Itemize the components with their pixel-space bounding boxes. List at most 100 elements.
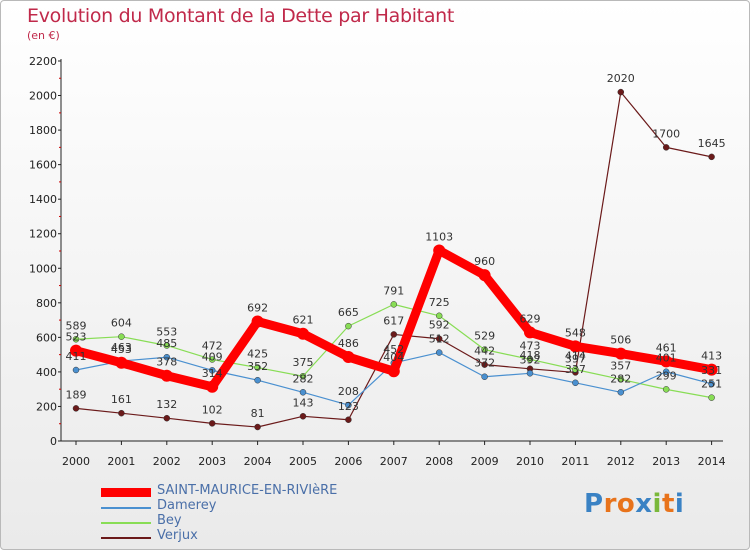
- legend-swatch: [101, 537, 151, 539]
- data-point: [390, 301, 398, 308]
- data-label: 404: [383, 351, 404, 364]
- data-point: [614, 347, 627, 360]
- data-point: [708, 380, 715, 388]
- data-label: 725: [429, 296, 450, 309]
- data-label: 189: [66, 388, 87, 401]
- data-point: [435, 349, 443, 356]
- data-label: 473: [520, 339, 541, 352]
- data-label: 692: [247, 301, 268, 314]
- y-tick-label: 1600: [29, 159, 57, 172]
- data-label: 485: [156, 337, 177, 350]
- data-point: [435, 335, 443, 342]
- data-point: [299, 413, 307, 420]
- y-tick-label: 1000: [29, 262, 57, 275]
- data-label: 375: [293, 356, 314, 369]
- data-point: [254, 423, 261, 431]
- y-tick-label: 1800: [29, 124, 57, 137]
- legend-label: Damerey: [157, 498, 217, 513]
- x-tick-label: 2003: [198, 455, 226, 468]
- y-tick-label: 2200: [29, 55, 57, 68]
- data-label: 123: [338, 400, 359, 413]
- y-tick-label: 2000: [29, 90, 57, 103]
- data-point: [254, 376, 261, 384]
- data-labels-layer: 189 161 132 102 81 143 123 617 592 442 418 397 2020 1…: [66, 72, 726, 420]
- x-tick-label: 2013: [652, 455, 680, 468]
- data-label: 314: [202, 367, 223, 380]
- y-tick-label: 600: [36, 331, 57, 344]
- data-label: 425: [247, 348, 268, 361]
- data-label: 397: [565, 352, 586, 365]
- data-label: 665: [338, 306, 359, 319]
- data-point: [115, 356, 128, 369]
- x-tick-label: 2006: [334, 455, 362, 468]
- data-label: 401: [656, 352, 677, 365]
- data-point: [254, 364, 261, 371]
- data-label: 791: [383, 284, 404, 297]
- series-3: [72, 88, 715, 431]
- y-tick-label: 800: [36, 297, 57, 310]
- data-point: [208, 367, 216, 374]
- x-tick-label: 2008: [425, 455, 453, 468]
- data-label: 282: [293, 372, 314, 385]
- data-label: 592: [429, 319, 450, 332]
- data-point: [299, 372, 307, 380]
- x-tick-label: 2004: [244, 455, 272, 468]
- data-point: [345, 322, 352, 330]
- data-point: [660, 355, 673, 368]
- logo-letter: i: [652, 489, 662, 519]
- y-tick-label: 200: [36, 400, 57, 413]
- x-tick-label: 2005: [289, 455, 317, 468]
- data-label: 1645: [698, 137, 726, 150]
- data-point: [526, 356, 534, 363]
- data-point: [617, 88, 625, 96]
- data-point: [297, 327, 309, 340]
- data-label: 411: [66, 350, 87, 363]
- y-tick-label: 1200: [29, 228, 57, 241]
- data-label: 357: [610, 359, 631, 372]
- logo-letter: x: [635, 489, 653, 519]
- data-label: 1700: [652, 127, 680, 140]
- data-label: 617: [383, 314, 404, 327]
- data-point: [163, 342, 171, 349]
- data-point: [433, 244, 446, 257]
- data-label: 414: [565, 349, 586, 362]
- axes: 0 200 400 600 800 1000 1200 1400 1600 1800 2000 220…: [29, 55, 726, 468]
- data-point: [345, 416, 352, 424]
- data-point: [708, 394, 715, 401]
- legend-swatch: [101, 522, 151, 524]
- data-point: [572, 379, 579, 387]
- data-label: 548: [565, 326, 586, 339]
- legend-label: Bey: [157, 513, 182, 528]
- data-label: 282: [610, 372, 631, 385]
- data-point: [160, 369, 173, 382]
- data-label: 523: [66, 331, 87, 344]
- data-label: 208: [338, 385, 359, 398]
- data-point: [390, 331, 398, 338]
- legend-swatch: [101, 488, 151, 497]
- data-point: [481, 361, 488, 368]
- logo-letter: t: [661, 489, 675, 519]
- data-label: 299: [656, 369, 677, 382]
- data-label: 372: [474, 357, 495, 370]
- logo-letter: r: [603, 489, 617, 519]
- y-tick-label: 0: [50, 435, 57, 448]
- series-2: [72, 301, 715, 401]
- data-label: 413: [701, 350, 722, 363]
- data-label: 472: [202, 339, 223, 352]
- proxiti-logo: Proxiti: [584, 489, 684, 519]
- data-point: [163, 414, 171, 422]
- logo-letter: i: [674, 489, 685, 519]
- series-layer: [70, 88, 718, 431]
- data-label: 102: [202, 403, 223, 416]
- data-point: [662, 386, 670, 393]
- data-point: [435, 312, 443, 320]
- legend-label: SAINT-MAURICE-EN-RIVIèRE: [157, 483, 338, 498]
- data-point: [208, 356, 216, 363]
- data-label: 392: [520, 353, 541, 366]
- data-label: 81: [251, 407, 265, 420]
- data-label: 506: [610, 334, 631, 347]
- data-point: [387, 365, 400, 378]
- data-label: 331: [701, 364, 722, 377]
- data-point: [206, 380, 219, 393]
